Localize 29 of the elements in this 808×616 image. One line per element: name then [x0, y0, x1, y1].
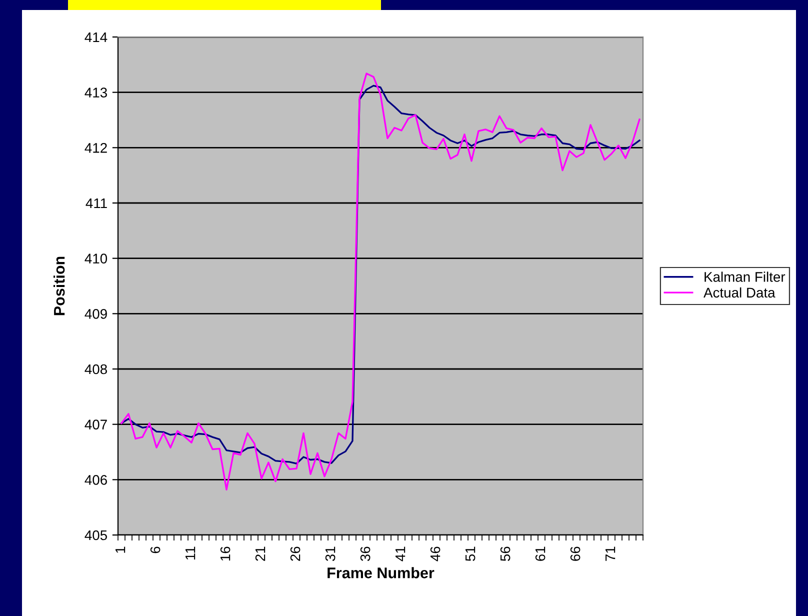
x-tick-label: 66: [570, 546, 580, 561]
x-tick-label: 1: [116, 546, 126, 553]
y-tick-label: 412: [84, 143, 107, 153]
x-tick-label: 16: [220, 546, 230, 560]
x-tick-label: 11: [186, 546, 196, 560]
x-tick-label: 21: [255, 546, 266, 561]
x-tick-label: 36: [360, 546, 370, 562]
x-tick-label: 56: [500, 546, 510, 562]
y-tick-label: 406: [84, 475, 107, 485]
x-axis-title: Frame Number: [328, 567, 434, 578]
y-tick-label: 414: [84, 32, 108, 42]
x-tick-label: 51: [466, 546, 476, 562]
y-axis-title: Position: [54, 256, 65, 316]
y-tick-label: 408: [84, 364, 107, 374]
y-tick-label: 409: [84, 309, 107, 319]
x-tick-label: 61: [535, 546, 546, 561]
y-tick-label: 405: [84, 530, 108, 540]
x-tick-label: 46: [430, 546, 440, 562]
legend-label: Kalman Filter: [704, 272, 786, 282]
x-tick-label: 31: [325, 546, 336, 562]
y-tick-label: 413: [84, 88, 107, 98]
x-tick-label: 71: [606, 546, 616, 561]
y-tick-label: 407: [84, 420, 107, 430]
y-tick-label: 411: [86, 198, 107, 208]
legend-label: Actual Data: [704, 287, 776, 298]
x-tick-label: 41: [396, 546, 406, 562]
x-tick-label: 26: [290, 546, 300, 561]
y-tick-label: 410: [84, 254, 108, 264]
x-tick-label: 6: [150, 546, 160, 554]
